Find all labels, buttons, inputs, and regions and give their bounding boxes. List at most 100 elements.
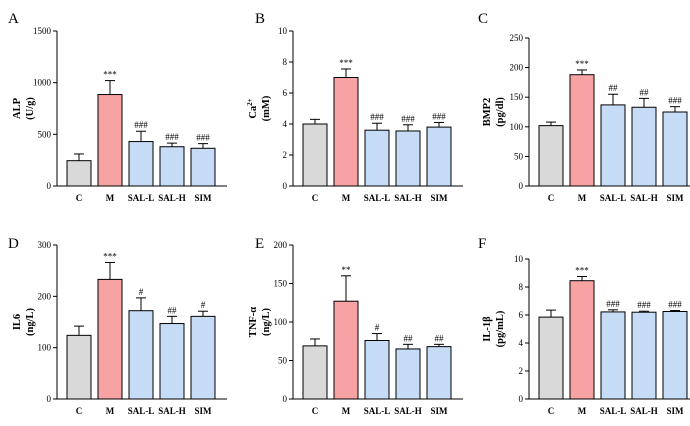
panel-d-y-unit: (ng/L) (25, 308, 36, 337)
panel-e-y-tick-label: 50 (278, 356, 288, 366)
panel-d-y-tick-label: 300 (38, 240, 52, 250)
panel-b-y-tick-label: 4 (283, 119, 288, 129)
panel-b-y-tick-label: 0 (283, 181, 288, 191)
panel-c-category-label: SAL-H (630, 193, 658, 203)
panel-c-significance-mark: ### (668, 96, 682, 106)
panel-e-y-tick-label: 150 (274, 279, 288, 289)
panel-f-category-label: SAL-H (630, 406, 658, 416)
panel-f-y-tick-label: 6 (519, 310, 524, 320)
panel-d-bar-m (97, 278, 123, 400)
panel-d-bar-sal-l (128, 310, 154, 400)
panel-a-significance-mark: ### (165, 132, 179, 142)
panel-e-bar-sal-l (364, 339, 390, 400)
panel-b-y-label-superscript: 2+ (246, 98, 254, 106)
panel-c-category-label: SIM (666, 193, 684, 203)
panel-a-category-label: SAL-H (158, 193, 186, 203)
panel-b-category-label: SAL-H (394, 193, 422, 203)
panel-b-significance-mark: ### (432, 111, 446, 121)
panel-d-category-label: M (106, 406, 115, 416)
panel-c-category-label: M (578, 193, 587, 203)
panel-f-significance-mark: ### (606, 299, 620, 309)
panel-e-bar-m (333, 300, 359, 400)
panel-e-significance-mark: ## (404, 333, 414, 343)
panel-c-y-label-name: BMP2 (482, 98, 493, 127)
panel-a-significance-mark: ### (134, 120, 148, 130)
panel-e-category-label: M (342, 406, 351, 416)
panel-d-significance-mark: *** (103, 251, 117, 261)
panel-b-y-label-name: Ca (248, 105, 259, 119)
panel-c-letter: C (478, 11, 488, 27)
panel-f-significance-mark: ### (637, 300, 651, 310)
panel-a-y-tick-label: 1500 (33, 26, 52, 36)
panel-c-bar-m (569, 74, 595, 187)
panel-b-y-tick-label: 8 (283, 57, 288, 67)
panel-a-y-tick-label: 0 (47, 181, 52, 191)
panel-d-category-label: SAL-H (158, 406, 186, 416)
panel-e-y-unit: (ng/L) (261, 308, 272, 337)
panel-b-bar-m (333, 77, 359, 187)
panel-e-letter: E (255, 236, 264, 252)
panel-d-bar-c (66, 334, 92, 400)
panel-a-bar-sal-l (128, 141, 154, 187)
panel-e-y-label: TNF-α (248, 307, 259, 337)
panel-f-bar-sal-h (631, 311, 657, 400)
panel-c-y-tick-label: 100 (510, 122, 524, 132)
panel-c-y-tick-label: 150 (510, 92, 524, 102)
panel-a-y-tick-label: 1000 (33, 78, 52, 88)
panel-e-bar-sim (426, 346, 452, 400)
panel-d-y-label: IL6 (12, 314, 23, 330)
panel-e-significance-mark: ** (342, 265, 352, 275)
panel-f-letter: F (478, 236, 486, 252)
panel-c-category-label: C (548, 193, 555, 203)
panel-b-significance-mark: ### (370, 112, 384, 122)
panel-a-y-label: ALP (12, 97, 23, 119)
panel-b-bar-sal-h (395, 130, 421, 187)
panel-f-category-label: SAL-L (600, 406, 627, 416)
panel-f-bar-sim (662, 311, 688, 400)
panel-c-y-tick-label: 0 (519, 181, 524, 191)
panel-c-bar-sim (662, 111, 688, 187)
panel-e-bar-c (302, 345, 328, 400)
panel-f-y-tick-label: 8 (519, 282, 524, 292)
panel-a-significance-mark: ### (196, 133, 210, 143)
panel-f-y-tick-label: 0 (519, 394, 524, 404)
panel-a-bar-sim (190, 147, 216, 187)
panel-f-y-tick-label: 4 (519, 338, 524, 348)
panel-d-y-tick-label: 100 (38, 343, 52, 353)
panel-c-bar-c (538, 125, 564, 187)
panel-b-y-unit: (mM) (261, 95, 272, 121)
panel-c-y-label: BMP2 (482, 98, 493, 127)
panel-d-significance-mark: # (139, 287, 144, 297)
panel-a-significance-mark: *** (103, 70, 117, 80)
panel-a-category-label: M (106, 193, 115, 203)
panel-f-bar-m (569, 280, 595, 400)
panel-c-bar-sal-l (600, 104, 626, 187)
panel-c-significance-mark: ## (609, 83, 619, 93)
panel-e-y-label-name: TNF-α (248, 307, 259, 337)
panel-f-category-label: SIM (666, 406, 684, 416)
panel-e-significance-mark: # (375, 323, 380, 333)
panel-d-category-label: C (76, 406, 83, 416)
panel-a-category-label: SIM (194, 193, 212, 203)
panel-c-significance-mark: *** (575, 59, 589, 69)
panel-b-category-label: C (312, 193, 319, 203)
panel-b-category-label: M (342, 193, 351, 203)
panel-e-bar-sal-h (395, 348, 421, 400)
panel-b-bar-sim (426, 126, 452, 187)
panel-d-y-label-name: IL6 (12, 314, 23, 330)
panel-d-category-label: SIM (194, 406, 212, 416)
panel-d-bar-sim (190, 315, 216, 400)
panel-a-category-label: SAL-L (128, 193, 155, 203)
panel-e-y-tick-label: 100 (274, 317, 288, 327)
panel-e-category-label: SIM (430, 406, 448, 416)
panel-e-category-label: C (312, 406, 319, 416)
panel-e-category-label: SAL-H (394, 406, 422, 416)
panel-f-y-tick-label: 10 (514, 254, 524, 264)
panel-d-significance-mark: # (201, 300, 206, 310)
panel-f-category-label: M (578, 406, 587, 416)
panel-f-bar-c (538, 316, 564, 400)
panel-a-category-label: C (76, 193, 83, 203)
panel-f-significance-mark: ### (668, 300, 682, 310)
panel-c-y-tick-label: 50 (514, 151, 524, 161)
panel-b-bar-c (302, 123, 328, 187)
